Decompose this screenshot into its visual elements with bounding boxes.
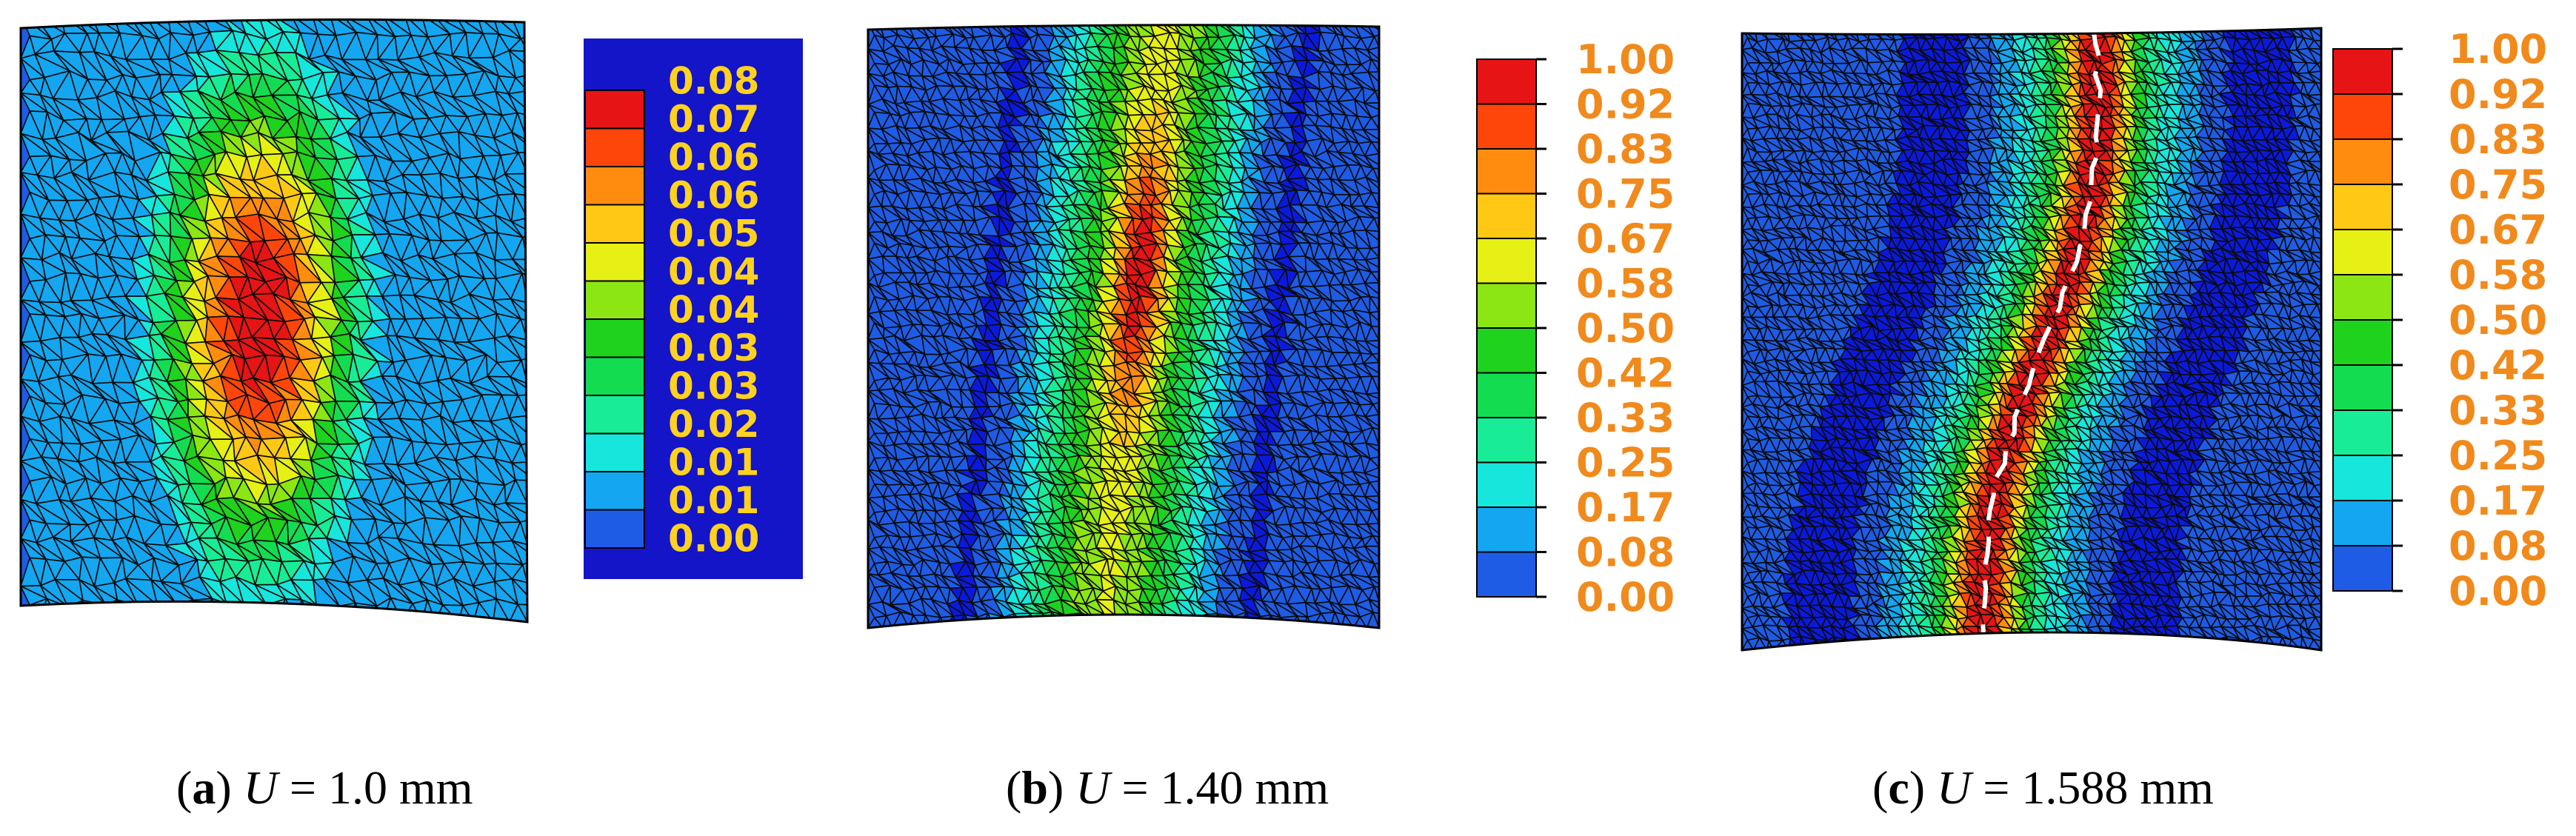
contour-plot-a — [21, 19, 527, 622]
mesh-element — [313, 604, 333, 622]
legend-a-tick-label: 0.06 — [668, 136, 759, 178]
legend-a-swatch — [584, 127, 645, 167]
legend-a-tick-label: 0.01 — [668, 479, 759, 522]
legend-a-swatch — [584, 509, 645, 549]
legend-a-tick-label: 0.00 — [668, 517, 759, 560]
mesh-element — [156, 602, 177, 622]
panel-a: 0.080.070.060.060.050.040.040.030.030.02… — [19, 18, 803, 623]
mesh-element — [215, 603, 243, 622]
mesh-element — [186, 599, 199, 622]
legend-a-swatch — [584, 318, 645, 358]
mesh-element — [257, 603, 273, 622]
mesh-element — [175, 599, 195, 622]
legend-a-tick-label: 0.05 — [668, 212, 759, 255]
mesh-element — [511, 540, 527, 566]
legend-a-swatch — [584, 395, 645, 435]
legend-a: 0.080.070.060.060.050.040.040.030.030.02… — [584, 39, 803, 579]
mesh-element — [1367, 71, 1379, 92]
legend-a-swatch — [584, 204, 645, 244]
legend-a-tick-label: 0.08 — [668, 59, 759, 102]
mesh-element — [165, 602, 188, 622]
mesh-element — [1364, 156, 1379, 170]
mesh-element — [284, 598, 303, 622]
legend-a-tick-label: 0.04 — [668, 250, 759, 293]
mesh-element — [508, 417, 527, 446]
specimen-outline-a — [19, 18, 529, 623]
legend-a-swatch — [584, 432, 645, 472]
contour-plot-b — [868, 24, 1379, 628]
legend-a-swatch — [584, 90, 645, 130]
legend-a-swatch — [584, 471, 645, 511]
mesh-element — [510, 298, 527, 323]
legend-a-swatch — [584, 166, 645, 206]
mesh-element — [116, 599, 139, 622]
legend-a-tick-label: 0.03 — [668, 364, 759, 407]
mesh-element — [243, 603, 267, 622]
mesh-element — [132, 604, 152, 622]
legend-a-tick-label: 0.06 — [668, 174, 759, 217]
mesh-element — [331, 605, 350, 622]
legend-a-tick-label: 0.07 — [668, 98, 759, 141]
mesh-element — [507, 335, 527, 361]
mesh-element — [508, 603, 527, 622]
legend-a-swatch — [584, 242, 645, 282]
mesh-element — [150, 604, 167, 622]
mesh-element — [1363, 205, 1379, 219]
mesh-element — [226, 603, 244, 622]
mesh-element — [59, 606, 78, 622]
legend-a-swatch — [584, 280, 645, 320]
legend-a-tick-label: 0.03 — [668, 327, 759, 369]
legend-a-tick-label: 0.02 — [668, 403, 759, 446]
panel-b: 1.000.920.830.750.670.580.500.420.330.25… — [867, 24, 1675, 629]
mesh-element — [510, 221, 527, 238]
legend-a-tick-label: 0.01 — [668, 441, 759, 484]
legend-a-tick-label: 0.04 — [668, 288, 759, 331]
mesh-element — [492, 598, 510, 622]
mesh-element — [21, 604, 40, 622]
mesh-element — [504, 502, 527, 523]
mesh-element — [241, 603, 259, 622]
mesh-element — [316, 604, 340, 622]
mesh-element — [91, 603, 114, 622]
mesh-element — [355, 602, 378, 622]
mesh-element — [137, 604, 159, 622]
legend-a-swatch — [584, 356, 645, 396]
